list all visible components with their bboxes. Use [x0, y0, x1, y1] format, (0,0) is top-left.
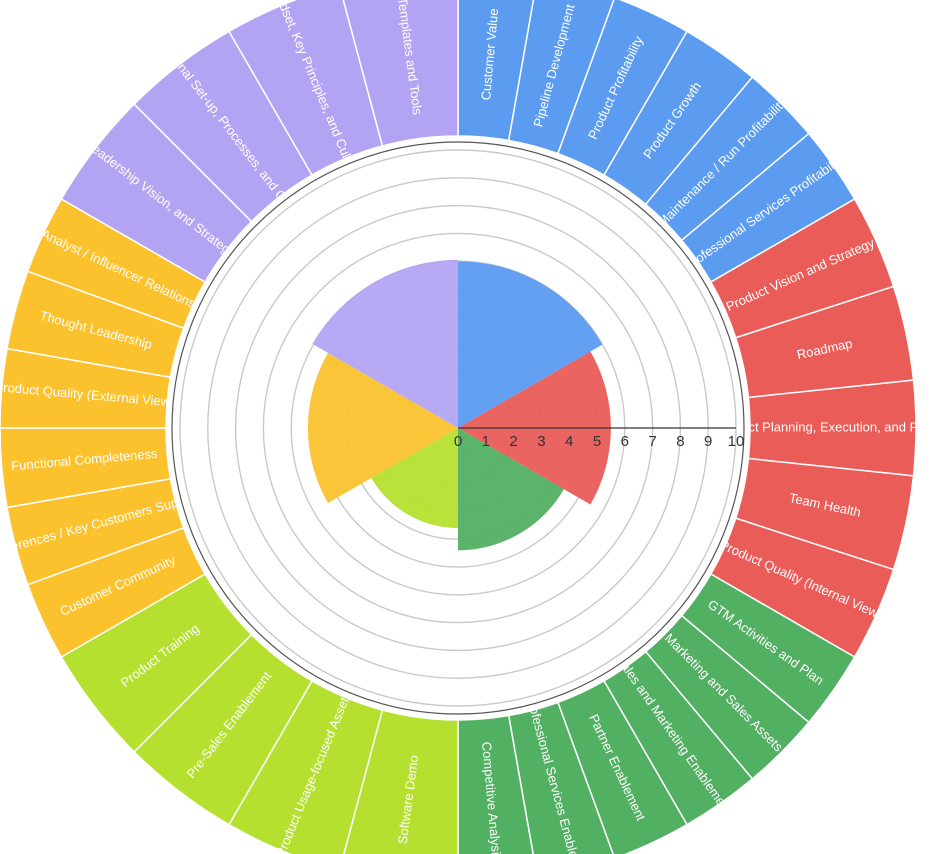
tick-label: 9 [704, 433, 712, 450]
tick-label: 2 [509, 433, 517, 450]
tick-label: 0 [454, 433, 462, 450]
ring-segment-label: Product Planning, Execution, and Review [714, 419, 941, 434]
tick-label: 10 [728, 433, 745, 450]
radial-axis-ticks: 0 1 2 3 4 5 6 7 8 9 10 [454, 433, 745, 450]
ring-segment[interactable] [339, 0, 459, 147]
tick-label: 1 [482, 433, 490, 450]
value-wedge-purple[interactable] [312, 259, 458, 428]
tick-label: 3 [537, 433, 545, 450]
tick-label: 8 [676, 433, 684, 450]
value-wedge-lime[interactable] [371, 428, 458, 529]
value-wedge-green[interactable] [458, 428, 564, 551]
tick-label: 7 [648, 433, 656, 450]
tick-label: 6 [621, 433, 629, 450]
value-wedge-yellow[interactable] [307, 352, 458, 504]
tick-label: 4 [565, 433, 573, 450]
value-wedge-blue[interactable] [458, 261, 603, 428]
tick-label: 5 [593, 433, 601, 450]
